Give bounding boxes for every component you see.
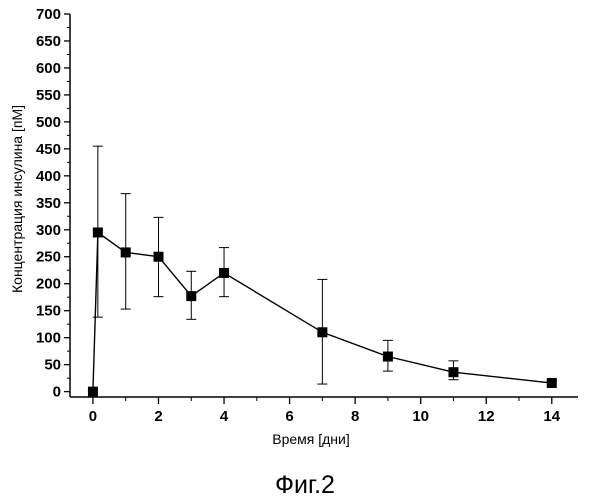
- data-point-marker: [383, 352, 393, 362]
- x-tick-label: 0: [89, 408, 97, 425]
- x-tick-label: 8: [351, 408, 359, 425]
- data-point-marker: [219, 268, 229, 278]
- x-tick-label: 14: [543, 408, 560, 425]
- x-axis-title: Время [дни]: [272, 431, 350, 447]
- y-tick-label: 650: [36, 33, 61, 50]
- data-point-marker: [121, 247, 131, 257]
- data-point-marker: [448, 367, 458, 377]
- data-point-marker: [547, 378, 557, 388]
- y-tick-label: 0: [53, 384, 61, 401]
- y-axis-title: Концентрация инсулина [пМ]: [9, 105, 25, 293]
- data-point-marker: [153, 252, 163, 262]
- y-tick-label: 200: [36, 276, 61, 293]
- y-tick-label: 400: [36, 168, 61, 185]
- data-point-marker: [317, 327, 327, 337]
- y-tick-label: 50: [44, 357, 61, 374]
- data-point-marker: [93, 227, 103, 237]
- y-tick-label: 100: [36, 330, 61, 347]
- y-tick-label: 600: [36, 60, 61, 77]
- x-tick-label: 2: [154, 408, 162, 425]
- data-point-marker: [88, 387, 98, 397]
- y-tick-label: 150: [36, 303, 61, 320]
- x-tick-label: 6: [285, 408, 293, 425]
- y-tick-label: 350: [36, 195, 61, 212]
- y-tick-label: 550: [36, 87, 61, 104]
- x-tick-label: 10: [412, 408, 429, 425]
- y-tick-label: 700: [36, 6, 61, 23]
- figure-caption: Фиг.2: [275, 471, 335, 499]
- y-tick-label: 450: [36, 141, 61, 158]
- plot-area: 0501001502002503003504004505005506006507…: [36, 6, 578, 425]
- x-tick-label: 12: [478, 408, 495, 425]
- data-point-marker: [186, 291, 196, 301]
- y-tick-label: 300: [36, 222, 61, 239]
- y-tick-label: 500: [36, 114, 61, 131]
- x-tick-label: 4: [220, 408, 229, 425]
- y-tick-label: 250: [36, 249, 61, 266]
